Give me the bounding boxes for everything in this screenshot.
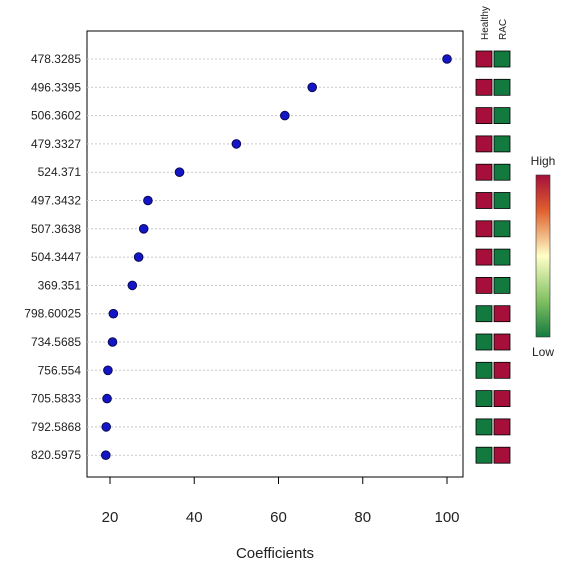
- heatmap-cell: [493, 248, 511, 266]
- coefficient-point: [138, 224, 149, 234]
- heatmap-cell: [493, 135, 511, 153]
- heatmap-cell: [493, 305, 511, 323]
- heatmap-cell: [493, 107, 511, 124]
- coefficient-point: [108, 308, 119, 319]
- heatmap-cell: [475, 418, 493, 436]
- legend-gradient-bar: [535, 174, 551, 338]
- group-label: Healthy: [480, 6, 491, 40]
- x-tick-label: 40: [186, 509, 203, 526]
- heatmap-cell: [493, 418, 511, 436]
- heatmap-cell: [475, 446, 493, 464]
- x-tick-label: 20: [102, 509, 119, 526]
- coefficient-point: [307, 82, 318, 93]
- x-axis: 20 40 60 80 100: [102, 477, 460, 526]
- heatmap-cell: [475, 107, 493, 124]
- feature-labels: 478.3285 496.3395 506.3602 479.3327 524.371 4…: [24, 52, 81, 462]
- heatmap-cell: [475, 192, 493, 209]
- feature-label: 524.371: [38, 165, 82, 179]
- legend-high-label: High: [531, 154, 556, 168]
- heatmap-cell: [493, 78, 511, 96]
- x-tick-label: 80: [354, 509, 371, 526]
- feature-label: 504.3447: [31, 250, 81, 264]
- color-legend: High Low: [531, 154, 556, 359]
- feature-label: 792.5868: [31, 420, 81, 434]
- feature-label: 479.3327: [31, 137, 81, 151]
- heatmap-cell: [493, 163, 511, 181]
- heatmap-cell: [493, 276, 511, 294]
- feature-label: 798.60025: [24, 307, 81, 321]
- feature-label: 507.3638: [31, 222, 81, 236]
- coefficient-point: [107, 337, 118, 347]
- feature-label: 497.3432: [31, 194, 81, 208]
- grid-lines: [87, 58, 463, 456]
- feature-label: 506.3602: [31, 109, 81, 123]
- coefficient-point: [102, 393, 112, 404]
- heatmap-cell: [493, 446, 511, 464]
- heatmap-cell: [493, 390, 511, 408]
- feature-label: 496.3395: [31, 80, 81, 94]
- plot-frame: [86, 30, 464, 478]
- heatmap-cell: [475, 276, 493, 294]
- heatmap-cell: [493, 333, 511, 351]
- feature-label: 369.351: [38, 278, 82, 292]
- heatmap-cell: [493, 220, 511, 238]
- coefficient-point: [231, 139, 242, 149]
- heatmap-cell: [475, 78, 493, 96]
- coefficient-point: [174, 167, 185, 177]
- feature-label: 734.5685: [31, 335, 81, 349]
- coefficient-point: [442, 54, 452, 64]
- heatmap-cell: [475, 135, 493, 153]
- feature-label: 478.3285: [31, 52, 81, 66]
- group-label: RAC: [498, 19, 509, 40]
- heatmap-cell: [475, 163, 493, 181]
- x-tick-label: 60: [270, 509, 287, 526]
- coefficient-point: [101, 422, 112, 432]
- coefficient-point: [100, 450, 111, 461]
- heatmap-cell: [475, 50, 493, 68]
- heatmap-cell: [493, 361, 511, 379]
- coefficient-point: [143, 195, 153, 206]
- feature-label: 705.5833: [31, 392, 81, 406]
- x-tick-label: 100: [434, 509, 459, 526]
- heatmap-cell: [475, 220, 493, 238]
- coefficient-points: [100, 54, 452, 461]
- heatmap-cell: [475, 390, 493, 408]
- x-axis-label: Coefficients: [236, 545, 314, 562]
- coefficient-point: [280, 110, 290, 121]
- heatmap-cell: [475, 361, 493, 379]
- heatmap-cell: [475, 333, 493, 351]
- group-heatmap: Healthy RAC: [475, 6, 511, 464]
- coefficient-point: [127, 280, 138, 291]
- coefficient-point: [103, 365, 113, 376]
- feature-label: 820.5975: [31, 448, 81, 462]
- legend-low-label: Low: [532, 345, 554, 359]
- heatmap-cell: [475, 248, 493, 266]
- coefficient-point: [133, 252, 144, 262]
- heatmap-cell: [475, 305, 493, 323]
- heatmap-cell: [493, 50, 511, 68]
- heatmap-cell: [493, 192, 511, 209]
- feature-label: 756.554: [38, 363, 82, 377]
